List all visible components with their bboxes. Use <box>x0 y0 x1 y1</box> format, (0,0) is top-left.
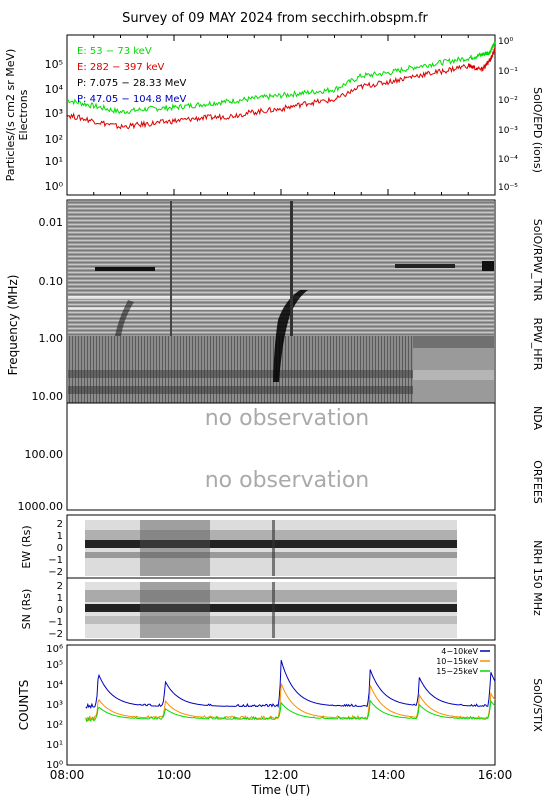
ew-tick-2: 0 <box>57 543 63 554</box>
stix-right-label: SolO/STIX <box>531 678 544 732</box>
sn-ylabel: SN (Rs) <box>20 589 33 630</box>
sn-tick-0: 2 <box>57 581 63 592</box>
rpw-tick-2: 1.00 <box>39 332 64 345</box>
stix-legend-0: 4−10keV <box>441 647 478 656</box>
stix-tick-2: 10² <box>46 720 63 731</box>
stix-series-2 <box>85 699 496 723</box>
nda-message: no observation <box>205 406 370 431</box>
x-axis-label: Time (UT) <box>251 783 311 797</box>
stix-tick-4: 10⁴ <box>46 680 63 691</box>
nrh-right-label: NRH 150 MHz <box>531 540 544 616</box>
epd-left-tick-1: 10¹ <box>45 155 63 168</box>
epd-right-tick-4: 10⁻¹ <box>498 67 518 77</box>
epd-legend-0: E: 53 − 73 keV <box>77 46 152 57</box>
rpw-ylabel: Frequency (MHz) <box>6 275 20 376</box>
ew-tick-1: 1 <box>57 531 63 542</box>
epd-frame <box>66 34 496 196</box>
stix-ylabel: COUNTS <box>17 680 31 731</box>
sn-tick-2: 0 <box>57 605 63 616</box>
epd-ylabel: Particles/(s cm2 sr MeV) <box>4 49 17 182</box>
sn-tick-4: −2 <box>48 629 63 640</box>
x-axis: 08:00 10:00 12:00 14:00 16:00 Time (UT) <box>50 768 513 797</box>
epd-left-tick-0: 10⁰ <box>45 180 64 193</box>
nda-tick-0: 100.00 <box>25 448 64 461</box>
epd-legend-1: E: 282 − 397 keV <box>77 62 165 73</box>
nrh-sn-image <box>85 582 457 638</box>
stix-series-0 <box>85 660 496 710</box>
epd-series-0 <box>66 41 496 115</box>
ew-tick-0: 2 <box>57 519 63 530</box>
sn-tick-3: −1 <box>48 617 63 628</box>
stix-panel: 10⁰ 10¹ 10² 10³ 10⁴ 10⁵ 10⁶ 4−10keV 10−1… <box>17 644 544 771</box>
stix-series-1 <box>85 683 496 723</box>
stix-legend-2: 15−25keV <box>436 667 478 676</box>
orfees-tick-0: 1000.00 <box>18 500 64 513</box>
epd-left-tick-2: 10² <box>45 133 63 146</box>
stix-tick-1: 10¹ <box>46 740 63 751</box>
sn-tick-1: 1 <box>57 593 63 604</box>
epd-lines <box>66 41 496 130</box>
x-tick-1: 10:00 <box>157 768 192 782</box>
x-tick-3: 14:00 <box>371 768 406 782</box>
x-tick-2: 12:00 <box>264 768 299 782</box>
ew-ylabel: EW (Rs) <box>20 525 33 568</box>
burst-2 <box>115 300 134 336</box>
orfees-right-label: ORFEES <box>531 460 544 504</box>
x-tick-0: 08:00 <box>50 768 85 782</box>
epd-right-tick-0: 10⁻⁵ <box>498 183 518 193</box>
epd-right-tick-5: 10⁰ <box>498 37 513 47</box>
stix-tick-0: 10⁰ <box>46 760 63 771</box>
epd-ylabel-2: Electrons <box>17 89 30 140</box>
stix-tick-5: 10⁵ <box>46 660 63 671</box>
epd-legend-3: P: 47.05 − 104.8 MeV <box>77 94 187 105</box>
epd-left-tick-3: 10³ <box>45 107 63 120</box>
epd-left-tick-4: 10⁴ <box>45 83 64 96</box>
rpw-tick-1: 0.10 <box>39 275 64 288</box>
figure-title: Survey of 09 MAY 2024 from secchirh.obsp… <box>122 11 428 26</box>
stix-lines <box>85 660 496 723</box>
ew-tick-4: −2 <box>48 567 63 578</box>
ew-tick-3: −1 <box>48 555 63 566</box>
rpw-spectrogram <box>68 201 494 403</box>
epd-right-tick-1: 10⁻⁴ <box>498 155 518 165</box>
type-iii-burst <box>273 290 308 382</box>
rpw-tick-3: 10.00 <box>32 390 64 403</box>
epd-legend-2: P: 7.075 − 28.33 MeV <box>77 78 187 89</box>
epd-right-tick-3: 10⁻² <box>498 96 518 106</box>
x-tick-4: 16:00 <box>478 768 513 782</box>
orfees-message: no observation <box>205 468 370 493</box>
radio-panel: no observation no observation 0.01 0.10 … <box>6 199 544 513</box>
stix-tick-6: 10⁶ <box>46 644 63 655</box>
rpw-tick-0: 0.01 <box>39 216 64 229</box>
nda-right-label: NDA <box>531 406 544 431</box>
rpw-right-label-2: RPW_HFR <box>531 318 544 371</box>
epd-left-tick-5: 10⁵ <box>45 58 63 71</box>
stix-legend-1: 10−15keV <box>436 657 478 666</box>
epd-right-tick-2: 10⁻³ <box>498 126 518 136</box>
epd-series-1 <box>66 48 496 130</box>
nrh-panel: 2 1 0 −1 −2 2 1 0 −1 −2 EW (Rs) SN (Rs) … <box>20 514 544 641</box>
stix-tick-3: 10³ <box>46 700 63 711</box>
epd-right-label: SolO/EPD (ions) <box>531 87 544 173</box>
nrh-ew-image <box>85 520 457 576</box>
rpw-right-label-1: SolO/RPW_TNR <box>531 219 544 302</box>
